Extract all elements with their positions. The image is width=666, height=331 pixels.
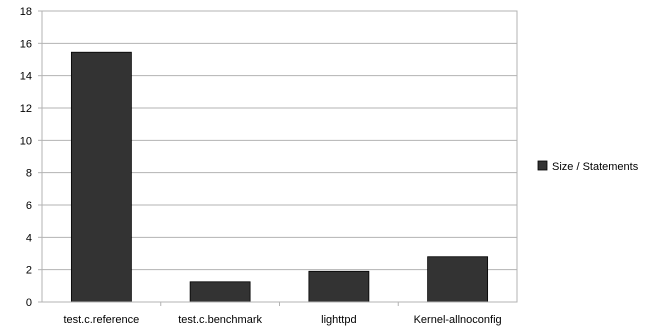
x-tick-label: Kernel-allnoconfig xyxy=(414,314,502,326)
legend-swatch xyxy=(537,160,548,171)
y-tick-label: 14 xyxy=(20,71,32,83)
x-tick-labels: test.c.reference test.c.benchmark lighttpd… xyxy=(63,314,501,326)
y-tick-label: 4 xyxy=(26,232,32,244)
bar xyxy=(70,51,132,303)
y-tick-label: 12 xyxy=(20,103,32,115)
y-tick-label: 18 xyxy=(20,6,32,18)
bar xyxy=(427,256,489,303)
legend-label: Size / Statements xyxy=(552,161,639,173)
y-tick-label: 16 xyxy=(20,38,32,50)
y-tick-label: 10 xyxy=(20,135,32,147)
axes xyxy=(41,10,518,306)
legend: Size / Statements xyxy=(537,160,639,173)
x-tick-label: lighttpd xyxy=(321,314,356,326)
x-tick-label: test.c.benchmark xyxy=(178,314,262,326)
bar xyxy=(189,281,251,303)
y-tick-label: 8 xyxy=(26,168,32,180)
y-tick-label: 2 xyxy=(26,265,32,277)
x-tick-label: test.c.reference xyxy=(63,314,139,326)
bars xyxy=(70,51,489,303)
bar xyxy=(308,270,370,303)
y-tick-labels: 0 2 4 6 8 10 12 14 16 18 xyxy=(20,6,32,309)
y-tick-label: 6 xyxy=(26,200,32,212)
y-tick-label: 0 xyxy=(26,297,32,309)
